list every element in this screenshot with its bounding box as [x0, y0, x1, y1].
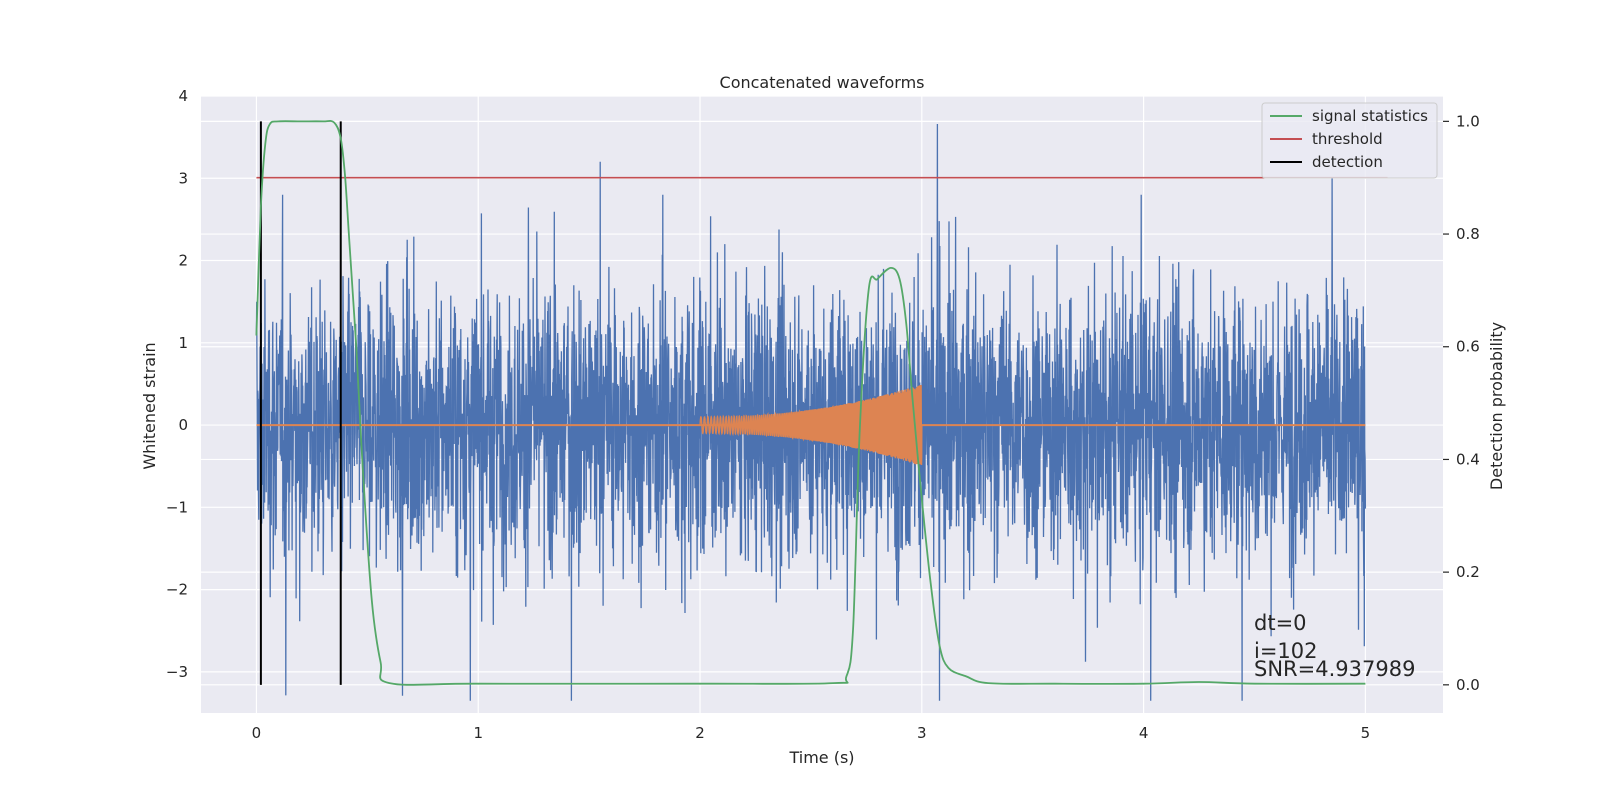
x-tick-label: 1 [473, 724, 483, 742]
y-tick-label: −2 [166, 581, 188, 599]
right-tick-label: 0.6 [1456, 338, 1480, 356]
y-tick-label: 2 [178, 252, 188, 270]
right-tick-label: 0.8 [1456, 225, 1480, 243]
right-tick-label: 1.0 [1456, 112, 1480, 130]
legend: signal statistics threshold detection [1261, 102, 1438, 179]
legend-box [1261, 102, 1438, 179]
annotation-snr: SNR=4.937989 [1254, 657, 1415, 681]
right-tick-label: 0.2 [1456, 563, 1480, 581]
legend-label-statistics: signal statistics [1312, 107, 1428, 125]
x-tick-label: 3 [917, 724, 927, 742]
y-tick-label: 1 [178, 334, 188, 352]
signal-statistics-line [255, 120, 1366, 686]
y-axis-label: Whitened strain [140, 342, 159, 469]
y-tick-label: 4 [178, 87, 188, 105]
right-tick-label: 0.4 [1456, 450, 1480, 468]
injection-chirp-line [699, 384, 923, 466]
y-tick-label: −1 [166, 498, 188, 516]
right-axis-label: Detection probability [1487, 322, 1506, 490]
right-axis-ticks: 1.0 0.8 0.6 0.4 0.2 0.0 [1443, 112, 1480, 694]
legend-label-detection: detection [1312, 153, 1383, 171]
x-tick-label: 0 [252, 724, 262, 742]
chart-title: Concatenated waveforms [720, 73, 925, 92]
y-tick-label: −3 [166, 663, 188, 681]
x-tick-label: 5 [1361, 724, 1371, 742]
x-tick-label: 4 [1139, 724, 1149, 742]
y-tick-label: 3 [178, 169, 188, 187]
annotation-index: i=102 [1254, 639, 1318, 663]
right-tick-label: 0.0 [1456, 676, 1480, 694]
y-axis-ticks: 4 3 2 1 0 −1 −2 −3 [166, 87, 188, 681]
x-axis-label: Time (s) [788, 748, 854, 767]
legend-label-threshold: threshold [1312, 130, 1383, 148]
y-tick-label: 0 [178, 416, 188, 434]
x-tick-label: 2 [695, 724, 705, 742]
annotation-dt: dt=0 [1254, 611, 1307, 635]
x-axis-ticks: 0 1 2 3 4 5 [252, 724, 1370, 742]
